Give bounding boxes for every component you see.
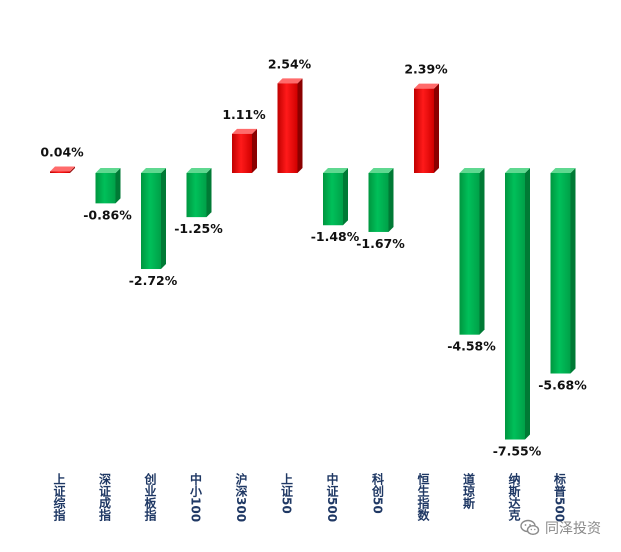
bar-side-10 [479, 168, 485, 335]
bar-top-11 [505, 168, 530, 173]
bar-top-4 [186, 168, 212, 173]
bar-front-9 [414, 88, 434, 173]
category-label-1: 上证综指 [52, 472, 66, 522]
category-label-4: 中小100 [189, 472, 203, 523]
value-label-4: -1.25% [174, 221, 223, 236]
bar-side-2 [115, 168, 121, 204]
category-label-9: 恒生指数 [416, 472, 430, 522]
bar-10 [459, 168, 485, 335]
value-label-5: 1.11% [222, 107, 266, 122]
bar-3 [141, 168, 166, 270]
category-label-12: 标普500 [553, 472, 567, 523]
bar-top-2 [95, 168, 121, 173]
category-label-10: 道琼斯 [462, 472, 476, 510]
category-label-5: 沪深300 [234, 472, 248, 523]
value-label-6: 2.54% [268, 56, 312, 71]
bar-side-9 [434, 83, 439, 173]
bar-top-7 [323, 168, 348, 173]
value-label-3: -2.72% [129, 273, 178, 288]
category-label-3: 创业板指 [143, 472, 157, 522]
bar-front-6 [277, 83, 298, 173]
bar-8 [368, 168, 394, 232]
value-label-7: -1.48% [311, 229, 360, 244]
bar-front-2 [95, 173, 116, 204]
bar-side-8 [388, 168, 394, 232]
value-label-1: 0.04% [40, 145, 84, 160]
bar-side-5 [252, 128, 257, 173]
watermark: 同泽投资 [520, 516, 620, 540]
value-label-9: 2.39% [404, 62, 448, 77]
bar-front-11 [505, 173, 525, 440]
watermark-text: 同泽投资 [545, 521, 601, 537]
bar-top-6 [277, 78, 303, 84]
bar-12 [550, 168, 576, 374]
bar-2 [95, 168, 121, 204]
bar-side-12 [570, 168, 576, 374]
bar-side-6 [297, 78, 303, 173]
bar-side-11 [525, 168, 530, 440]
bar-front-4 [186, 173, 207, 218]
value-label-2: -0.86% [83, 207, 132, 222]
category-label-7: 中证500 [325, 472, 339, 523]
bar-top-1 [50, 166, 75, 172]
category-label-6: 上证50 [280, 472, 294, 514]
bar-front-12 [550, 173, 571, 374]
bar-front-3 [141, 173, 161, 270]
category-label-8: 科创50 [371, 472, 385, 514]
category-labels-group: 上证综指 深证成指 创业板指 中小100 沪深300 上证50 中证500 科创50 恒生指数 道… [52, 472, 567, 523]
value-label-11: -7.55% [493, 444, 542, 459]
bar-top-5 [232, 128, 257, 134]
bar-top-12 [550, 168, 576, 173]
value-label-12: -5.68% [538, 378, 587, 393]
bar-top-9 [414, 83, 439, 89]
bar-side-3 [161, 168, 166, 270]
bar-front-10 [459, 173, 480, 335]
bar-top-8 [368, 168, 394, 173]
bar-top-3 [141, 168, 166, 173]
bar-9 [414, 83, 439, 173]
bar-6 [277, 78, 303, 173]
bar-side-4 [206, 168, 212, 218]
category-label-11: 纳斯达克 [507, 472, 521, 522]
bar-7 [323, 168, 348, 226]
wechat-icon [520, 519, 540, 536]
bar-5 [232, 128, 257, 173]
value-label-8: -1.67% [356, 236, 405, 251]
bar-4 [186, 168, 212, 218]
bar-front-7 [323, 173, 343, 226]
category-label-2: 深证成指 [98, 472, 112, 522]
bar-top-10 [459, 168, 485, 173]
bar-front-1 [50, 171, 70, 173]
bar-1 [50, 166, 75, 173]
bar-front-5 [232, 133, 252, 173]
bar-side-1 [70, 166, 75, 173]
value-labels-group: 0.04%-0.86%-2.72%-1.25%1.11%2.54%-1.48%-… [40, 56, 587, 458]
bar-front-8 [368, 173, 389, 232]
bars-group [50, 78, 576, 440]
value-label-10: -4.58% [447, 339, 496, 354]
bar-side-7 [343, 168, 348, 226]
bar-11 [505, 168, 530, 440]
